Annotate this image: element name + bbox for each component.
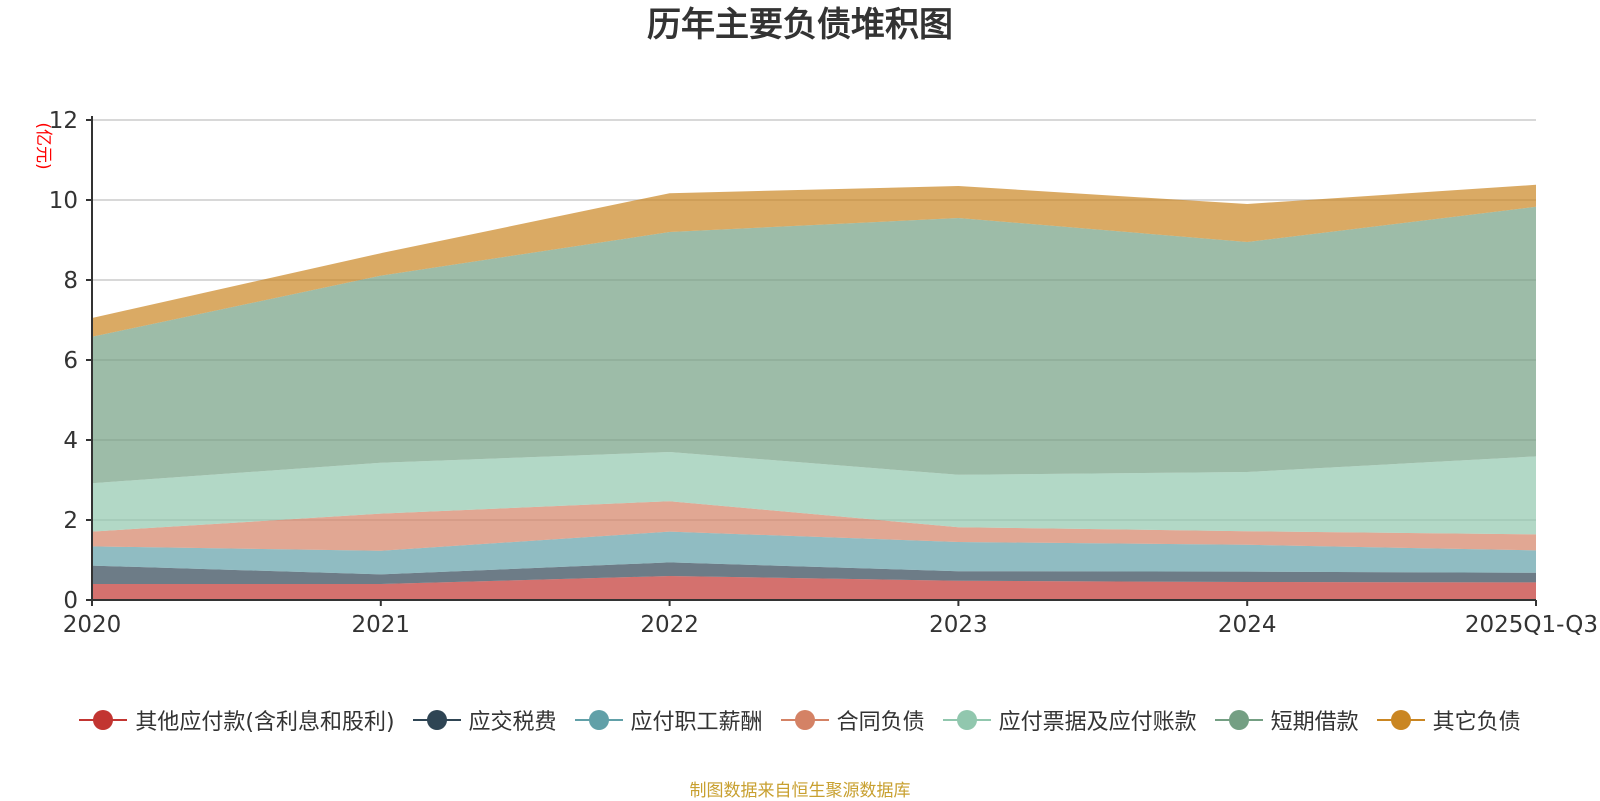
y-tick-label: 12 — [49, 108, 78, 134]
legend-marker-icon — [1376, 710, 1425, 730]
x-tick-label: 2025Q1-Q3 — [1465, 612, 1598, 638]
y-tick-label: 6 — [63, 348, 78, 374]
legend-label: 应付职工薪酬 — [630, 710, 763, 735]
area-series — [92, 562, 1536, 584]
legend-label: 应付票据及应付账款 — [998, 710, 1197, 735]
y-tick-label: 2 — [63, 508, 78, 534]
legend-item[interactable]: 其它负债 — [1376, 704, 1521, 736]
area-series — [92, 501, 1536, 551]
y-axis-ticks: 0 2 4 6 8 10 12 — [49, 108, 92, 614]
x-tick-label: 2023 — [929, 612, 988, 638]
legend-marker-icon — [942, 710, 991, 730]
y-tick-label: 10 — [49, 188, 78, 214]
y-tick-label: 0 — [63, 588, 78, 614]
legend-item[interactable]: 其他应付款(含利息和股利) — [79, 704, 395, 736]
area-series — [92, 452, 1536, 535]
source-note: 制图数据来自恒生聚源数据库 — [689, 781, 911, 801]
y-axis-unit-label: (亿元) — [33, 122, 53, 169]
legend-marker-icon — [1214, 710, 1263, 730]
legend-item[interactable]: 合同负债 — [780, 704, 925, 736]
area-series — [92, 184, 1536, 337]
area-series — [92, 206, 1536, 484]
chart-title: 历年主要负债堆积图 — [647, 5, 953, 45]
y-tick-label: 4 — [63, 428, 78, 454]
x-axis-ticks: 2020 2021 2022 2023 2024 2025Q1-Q3 — [63, 600, 1598, 638]
area-series-group — [92, 184, 1536, 600]
legend-label: 其它负债 — [1432, 710, 1521, 735]
legend-label: 合同负债 — [836, 710, 925, 735]
legend-label: 短期借款 — [1270, 710, 1359, 735]
area-series — [92, 576, 1536, 600]
legend-label: 应交税费 — [468, 710, 557, 735]
legend-item[interactable]: 应交税费 — [412, 704, 557, 736]
x-tick-label: 2024 — [1218, 612, 1277, 638]
legend-label: 其他应付款(含利息和股利) — [135, 710, 395, 735]
legend-marker-icon — [412, 710, 461, 730]
legend-marker-icon — [574, 710, 623, 730]
legend-item[interactable]: 应付票据及应付账款 — [942, 704, 1197, 736]
area-series — [92, 531, 1536, 575]
legend-marker-icon — [79, 710, 128, 730]
x-tick-label: 2020 — [63, 612, 122, 638]
x-tick-label: 2021 — [352, 612, 411, 638]
y-tick-label: 8 — [63, 268, 78, 294]
legend-item[interactable]: 应付职工薪酬 — [574, 704, 763, 736]
chart-legend: 其他应付款(含利息和股利) 应交税费 应付职工薪酬 合同负债 应付票据及应付账款 短期借款… — [0, 700, 1600, 740]
legend-marker-icon — [780, 710, 829, 730]
x-tick-label: 2022 — [640, 612, 699, 638]
legend-item[interactable]: 短期借款 — [1214, 704, 1359, 736]
